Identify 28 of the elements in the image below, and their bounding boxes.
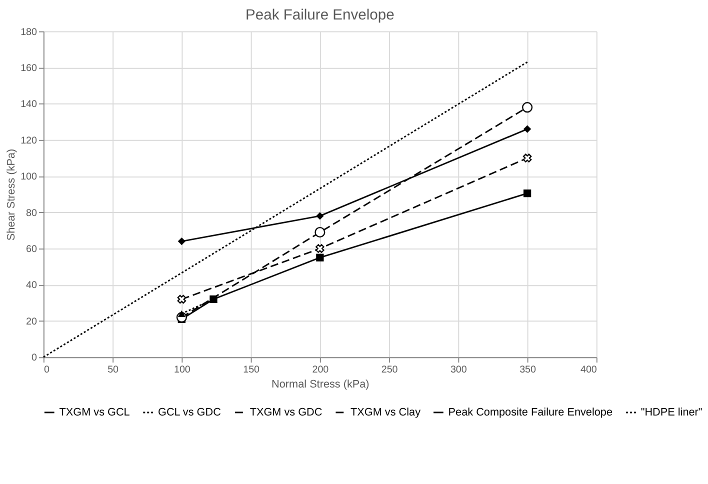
legend-label: "HDPE liner" bbox=[640, 406, 702, 418]
y-tick-label: 140 bbox=[20, 99, 38, 110]
x-axis-title: Normal Stress (kPa) bbox=[272, 378, 370, 390]
legend-label: TXGM vs Clay bbox=[350, 406, 422, 418]
x-tick-label: 0 bbox=[44, 364, 50, 376]
y-tick-label: 180 bbox=[20, 26, 38, 38]
y-tick-label: 40 bbox=[26, 280, 38, 292]
x-tick-label: 350 bbox=[520, 364, 537, 376]
x-tick-label: 250 bbox=[381, 364, 398, 376]
y-tick-label: 120 bbox=[20, 135, 38, 146]
x-tick-label: 300 bbox=[450, 364, 468, 376]
legend-label: Peak Composite Failure Envelope bbox=[448, 406, 612, 418]
x-tick-label: 50 bbox=[108, 364, 120, 376]
x-tick-label: 200 bbox=[312, 364, 330, 376]
y-tick-label: 160 bbox=[20, 62, 38, 74]
chart-title: Peak Failure Envelope bbox=[245, 7, 394, 24]
x-tick-label: 400 bbox=[580, 364, 598, 376]
legend-label: TXGM vs GCL bbox=[59, 406, 130, 418]
y-tick-label: 20 bbox=[26, 316, 38, 328]
x-tick-label: 150 bbox=[243, 364, 260, 376]
y-tick-label: 80 bbox=[26, 208, 38, 219]
x-tick-label: 100 bbox=[174, 364, 191, 376]
legend-label: GCL vs GDC bbox=[158, 406, 222, 418]
legend-label: TXGM vs GDC bbox=[250, 406, 322, 418]
y-tick-label: 100 bbox=[20, 172, 38, 183]
y-axis-title: Shear Stress (kPa) bbox=[6, 148, 18, 241]
y-tick-label: 60 bbox=[26, 244, 38, 255]
y-tick-label: 0 bbox=[32, 352, 38, 364]
